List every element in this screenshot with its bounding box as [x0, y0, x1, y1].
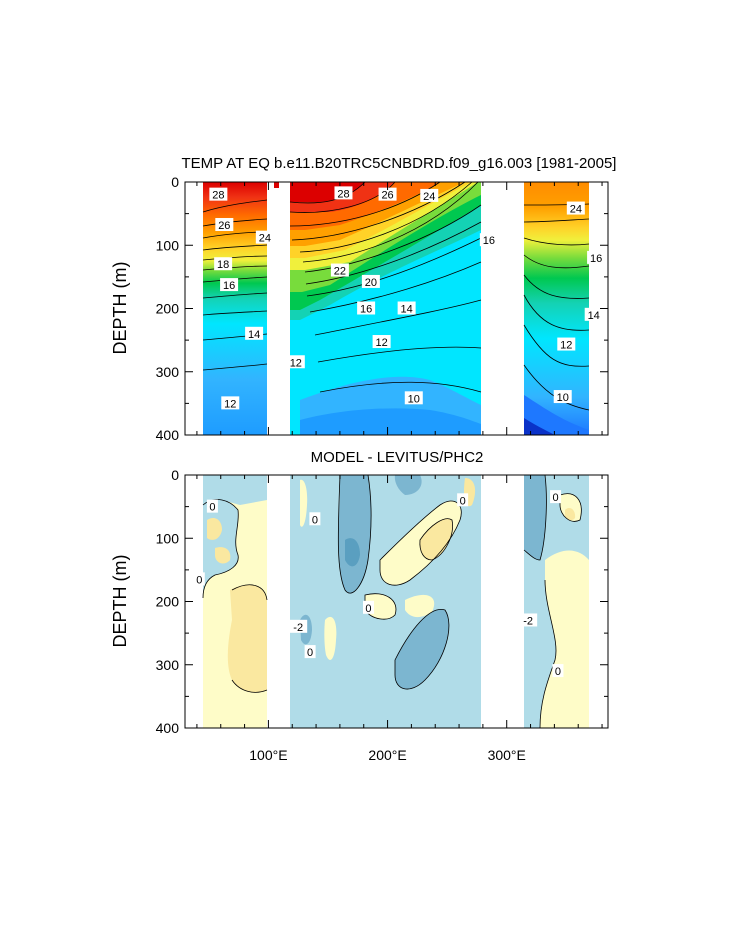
contour-label: 14 — [248, 329, 260, 341]
contour-label-box — [206, 499, 218, 513]
contour-label-box — [552, 664, 564, 678]
temp-field-strip — [274, 182, 279, 188]
contour-label-box — [584, 307, 603, 321]
contour-label-box — [304, 645, 316, 659]
contour-label: 0 — [307, 647, 313, 659]
contour-label: 0 — [555, 666, 561, 678]
contour-label: 26 — [381, 190, 393, 202]
contour-label: 16 — [223, 280, 235, 292]
contour-label-box — [255, 230, 274, 244]
contour-label: 12 — [224, 398, 236, 410]
contour-label: 16 — [360, 304, 372, 316]
contour-label-box — [566, 201, 585, 215]
contour-label-box — [220, 278, 239, 292]
contour-label-box — [215, 218, 234, 232]
contour-label: 0 — [312, 514, 318, 526]
y-tick-label: 100 — [156, 530, 180, 546]
contour-label-box — [519, 613, 538, 627]
y-tick-label: 0 — [171, 467, 179, 483]
contour-label-box — [245, 326, 264, 340]
y-tick-label: 400 — [156, 720, 180, 736]
contour-label: 0 — [553, 492, 559, 504]
contour-label-box — [193, 572, 205, 586]
contour-label-box — [362, 600, 374, 614]
contour-label: 0 — [209, 502, 215, 514]
y-tick-label: 200 — [156, 301, 180, 317]
contour-label-box — [457, 493, 469, 507]
y-tick-label: 0 — [171, 174, 179, 190]
contour-label-box — [289, 619, 308, 633]
contour-label: 12 — [290, 357, 302, 369]
contour-label: 16 — [483, 235, 495, 247]
contour-label-box — [286, 355, 305, 369]
contour-label-box — [587, 250, 606, 264]
contour-label-box — [479, 233, 498, 247]
contour-label: 20 — [365, 277, 377, 289]
contour-label: 10 — [408, 393, 420, 405]
contour-label-box — [550, 490, 562, 504]
chart-title-bottom: MODEL - LEVITUS/PHC2 — [311, 449, 484, 466]
contour-label: 12 — [560, 340, 572, 352]
contour-labels-bottom: 0 0 -2 0 0 0 0 0 -2 0 — [193, 490, 564, 678]
contour-label-box — [309, 512, 321, 526]
contour-label-box — [378, 187, 397, 201]
contour-label-box — [209, 187, 228, 201]
contour-label: 0 — [365, 603, 371, 615]
contour-label-box — [357, 301, 376, 315]
contour-label-box — [214, 257, 233, 271]
contour-label: 14 — [588, 310, 600, 322]
chart-title-top: TEMP AT EQ b.e11.B20TRC5CNBDRD.f09_g16.0… — [182, 155, 617, 172]
contour-label-box — [361, 274, 380, 288]
contour-label: -2 — [523, 615, 533, 627]
contour-label: 24 — [570, 204, 582, 216]
y-axis-label-top: DEPTH (m) — [110, 262, 130, 355]
x-tick-label: 300°E — [488, 747, 526, 763]
contour-labels-top: 28 26 24 18 16 14 12 12 28 26 24 22 20 16 14 12 10 16 24 16… — [209, 186, 606, 410]
contour-label: 28 — [337, 188, 349, 200]
y-tick-label: 300 — [156, 657, 180, 673]
bottom-plot-area: 0 0 -2 0 0 0 0 0 -2 0 — [193, 474, 589, 729]
y-tick-label: 300 — [156, 364, 180, 380]
contour-label: -2 — [293, 622, 303, 634]
y-axis-bottom: 0 100 200 300 400 — [156, 467, 608, 736]
y-tick-label: 400 — [156, 427, 180, 443]
contour-label: 0 — [196, 574, 202, 586]
contour-label-box — [553, 390, 572, 404]
top-plot-area: 28 26 24 18 16 14 12 12 28 26 24 22 20 16 14 12 10 16 24 16… — [202, 181, 606, 435]
x-tick-label: 200°E — [368, 747, 406, 763]
contour-label-box — [372, 335, 391, 349]
contour-label: 18 — [217, 259, 229, 271]
contour-label: 24 — [423, 191, 435, 203]
contour-label: 26 — [218, 220, 230, 232]
contour-label: 28 — [212, 190, 224, 202]
temp-field-pacific — [290, 182, 481, 435]
contour-label: 10 — [557, 392, 569, 404]
contour-label: 24 — [259, 233, 271, 245]
contour-lines-bottom — [202, 474, 582, 729]
contour-label-box — [330, 263, 349, 277]
y-tick-label: 200 — [156, 594, 180, 610]
x-tick-label: 100°E — [249, 747, 287, 763]
contour-label: 16 — [590, 253, 602, 265]
contour-label-box — [557, 337, 576, 351]
x-axis-bottom: 100°E 200°E 300°E — [196, 475, 603, 763]
y-axis-label-bottom: DEPTH (m) — [110, 555, 130, 648]
contour-label-box — [397, 301, 416, 315]
contour-label-box — [334, 186, 353, 200]
contour-label-box — [420, 188, 439, 202]
y-tick-label: 100 — [156, 237, 180, 253]
contour-label: 14 — [401, 304, 413, 316]
contour-label: 22 — [334, 266, 346, 278]
contour-label-box — [404, 391, 423, 405]
contour-label: 0 — [460, 495, 466, 507]
contour-label: 12 — [375, 337, 387, 349]
y-axis-top: 0 100 200 300 400 — [156, 174, 608, 443]
contour-label-box — [221, 396, 240, 410]
